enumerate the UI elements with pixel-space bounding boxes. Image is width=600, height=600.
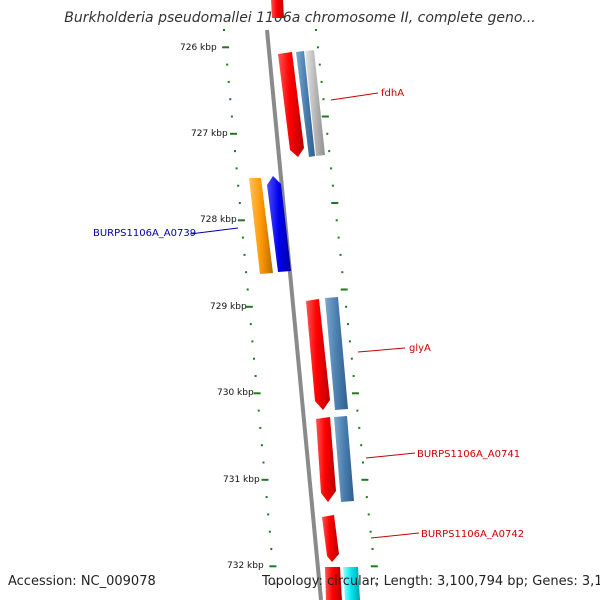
leader-fdhA [330,92,379,101]
gene-labels[interactable]: fdhA BURPS1106A_A0739 glyA BURPS1106A_A0… [93,88,524,540]
gene-top-partial[interactable] [271,0,284,18]
scale-label-732: 732 kbp [227,561,264,571]
genome-title: Burkholderia pseudomallei 1106a chromoso… [64,10,536,26]
accession-text: Accession: NC_009078 [8,574,156,589]
scale-label-727: 727 kbp [191,129,228,139]
leader-glyA [357,347,406,353]
gene-label-fdhA[interactable]: fdhA [381,88,404,99]
scale-label-726: 726 kbp [180,43,217,53]
gene-glyA-steelblue[interactable] [325,297,348,410]
summary-text: Topology: circular; Length: 3,100,794 bp… [262,574,600,589]
scale-label-729: 729 kbp [210,302,247,312]
gene-label-glyA[interactable]: glyA [409,343,431,354]
scale-track-left [222,29,277,585]
label-leaders [189,92,420,539]
gene-BURPS1106A_A0742-red[interactable] [322,515,339,562]
leader-BURPS1106A_A0739 [189,227,239,235]
chromosome-backbone [265,29,323,600]
scale-label-728: 728 kbp [200,215,237,225]
gene-BURPS1106A_A0739-blue[interactable] [267,176,291,272]
gene-fdhA-gray[interactable] [305,50,325,156]
gene-BURPS1106A_A0741-steelblue[interactable] [334,416,354,502]
leader-BURPS1106A_A0742 [370,532,420,539]
gene-bottom-red-partial[interactable] [325,567,342,600]
gene-features[interactable] [249,0,360,600]
leader-BURPS1106A_A0741 [365,452,416,459]
gene-label-BURPS1106A_A0739[interactable]: BURPS1106A_A0739 [93,228,196,239]
gene-fdhA-red[interactable] [278,52,304,157]
gene-bottom-cyan-partial[interactable] [343,567,360,600]
gene-fdhA-steelblue[interactable] [296,51,315,157]
scale-label-730: 730 kbp [217,388,254,398]
scale-label-731: 731 kbp [223,475,260,485]
gene-BURPS1106A_A0741-red[interactable] [316,417,336,502]
gene-glyA-red[interactable] [306,299,330,410]
gene-label-BURPS1106A_A0741[interactable]: BURPS1106A_A0741 [417,449,520,460]
gene-BURPS1106A_A0739-orange[interactable] [249,178,273,274]
gene-label-BURPS1106A_A0742[interactable]: BURPS1106A_A0742 [421,529,524,540]
scale-track-right [315,29,378,585]
scale-labels: 726 kbp 727 kbp 728 kbp 729 kbp 730 kbp … [180,43,264,571]
